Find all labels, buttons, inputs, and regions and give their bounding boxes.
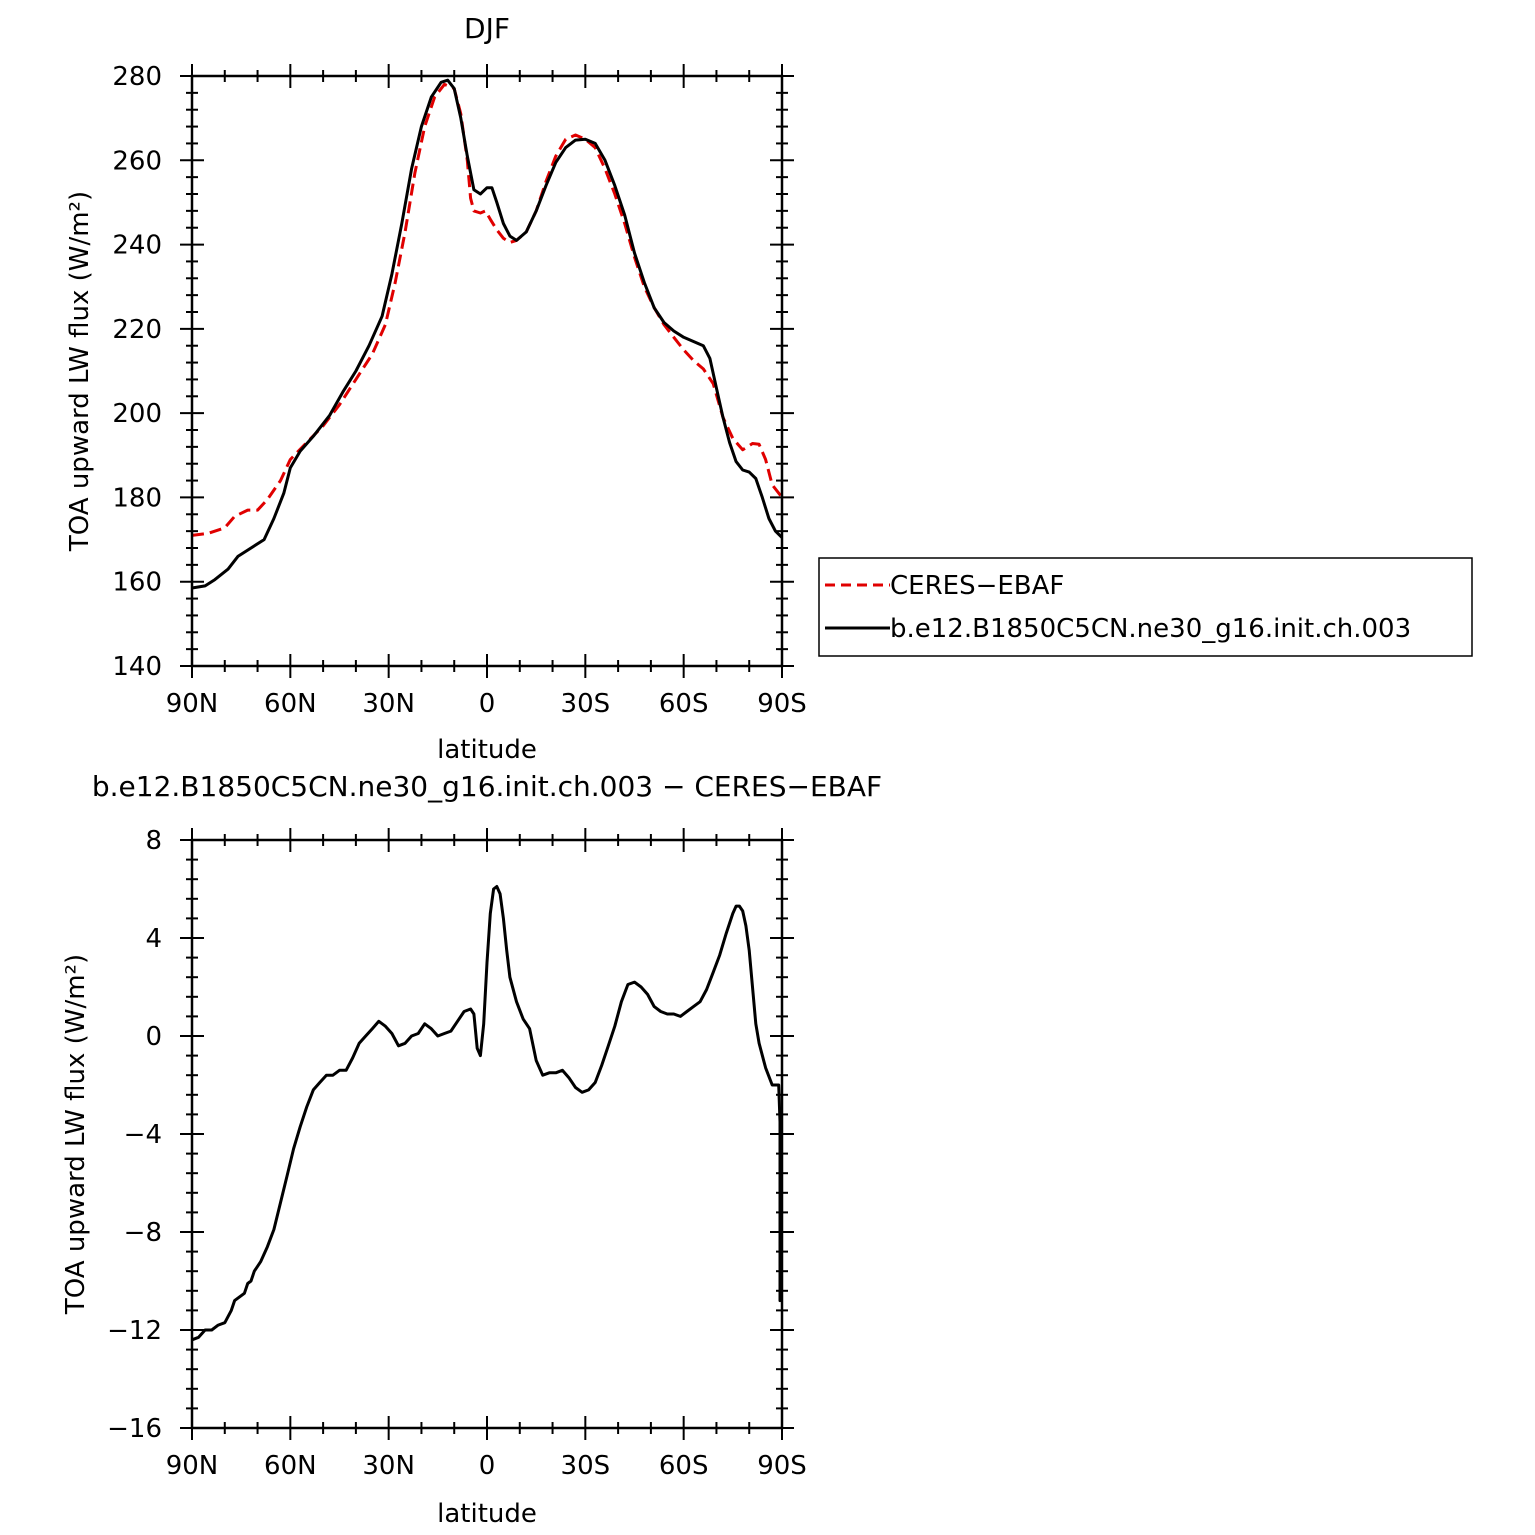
top-chart-title: DJF xyxy=(464,12,510,45)
y-tick-label: 160 xyxy=(112,568,162,598)
y-tick-label: 0 xyxy=(145,1022,162,1052)
x-tick-label: 30S xyxy=(561,1451,611,1481)
y-tick-label: 140 xyxy=(112,652,162,682)
y-tick-label: −4 xyxy=(124,1120,162,1150)
legend: CERES−EBAF b.e12.B1850C5CN.ne30_g16.init… xyxy=(818,557,1473,657)
bottom-x-axis-label: latitude xyxy=(437,1499,537,1529)
x-tick-label: 90S xyxy=(757,689,807,719)
bottom-panel: b.e12.B1850C5CN.ne30_g16.init.ch.003 − C… xyxy=(61,770,882,1529)
y-tick-label: −12 xyxy=(107,1316,162,1346)
series-line-ceres xyxy=(191,82,784,537)
x-tick-label: 90N xyxy=(166,1451,219,1481)
x-tick-label: 60N xyxy=(264,1451,317,1481)
top-panel: DJF 90N 60N 30N 0 30S 60S 90S 140 160 180 200 220 24… xyxy=(65,12,807,765)
legend-box xyxy=(818,557,1473,657)
bottom-y-axis-label: TOA upward LW flux (W/m²) xyxy=(61,954,91,1315)
x-tick-label: 90S xyxy=(757,1451,807,1481)
series-line-difference xyxy=(191,885,782,1342)
x-tick-label: 90N xyxy=(166,689,219,719)
y-tick-label: 280 xyxy=(112,62,162,92)
top-axis-ticks xyxy=(180,64,794,678)
bottom-chart-title: b.e12.B1850C5CN.ne30_g16.init.ch.003 − C… xyxy=(92,770,882,803)
y-tick-label: 200 xyxy=(112,399,162,429)
legend-label-ceres: CERES−EBAF xyxy=(890,571,1064,601)
top-series-lines xyxy=(191,78,784,590)
bottom-series-lines xyxy=(191,885,782,1342)
x-tick-label: 0 xyxy=(479,689,496,719)
top-tick-labels: 90N 60N 30N 0 30S 60S 90S 140 160 180 200 220 240 260… xyxy=(112,62,806,719)
top-x-axis-label: latitude xyxy=(437,735,537,765)
y-tick-label: 4 xyxy=(145,924,162,954)
y-tick-label: 260 xyxy=(112,146,162,176)
y-tick-label: 220 xyxy=(112,315,162,345)
bottom-plot-frame xyxy=(190,838,784,1430)
y-tick-label: 8 xyxy=(145,826,162,856)
y-tick-label: 240 xyxy=(112,231,162,261)
x-tick-label: 60S xyxy=(659,1451,709,1481)
x-tick-label: 30N xyxy=(362,1451,415,1481)
x-tick-label: 30N xyxy=(362,689,415,719)
top-plot-frame xyxy=(190,74,784,668)
y-tick-label: −8 xyxy=(124,1218,162,1248)
series-line-model xyxy=(191,78,784,590)
x-tick-label: 0 xyxy=(479,1451,496,1481)
bottom-tick-labels: 90N 60N 30N 0 30S 60S 90S −16 −12 −8 −4 0 4 8 xyxy=(107,826,807,1481)
top-y-axis-label: TOA upward LW flux (W/m²) xyxy=(65,191,95,552)
y-tick-label: −16 xyxy=(107,1414,162,1444)
x-tick-label: 30S xyxy=(561,689,611,719)
x-tick-label: 60N xyxy=(264,689,317,719)
legend-label-model: b.e12.B1850C5CN.ne30_g16.init.ch.003 xyxy=(890,614,1411,644)
bottom-axis-ticks xyxy=(180,828,794,1440)
x-tick-label: 60S xyxy=(659,689,709,719)
y-tick-label: 180 xyxy=(112,483,162,513)
